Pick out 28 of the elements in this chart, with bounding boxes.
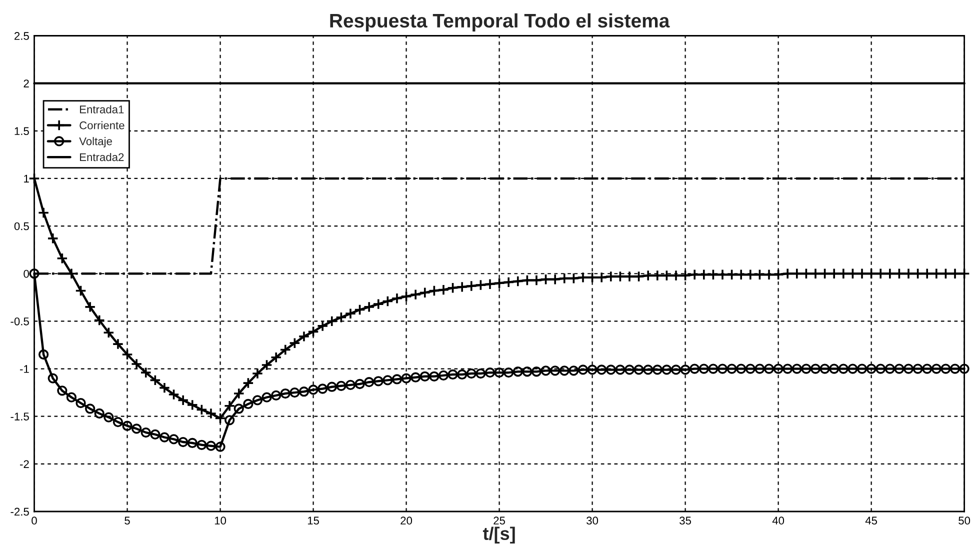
legend-label: Voltaje <box>79 137 112 148</box>
x-axis-title: t/[s] <box>482 526 515 544</box>
x-tick-label: 50 <box>958 516 970 525</box>
y-tick-label: -2 <box>20 460 29 468</box>
x-tick-label: 25 <box>494 516 506 525</box>
y-tick-label: 2.5 <box>14 32 29 40</box>
y-tick-label: 0 <box>24 270 29 278</box>
x-tick-label: 30 <box>586 516 598 525</box>
legend-label: Corriente <box>80 121 124 130</box>
x-tick-label: 35 <box>680 516 692 525</box>
chart-title: Respuesta Temporal Todo el sistema <box>330 13 670 32</box>
y-tick-label: 2 <box>24 80 29 88</box>
x-tick-label: 15 <box>308 516 319 525</box>
x-tick-label: 0 <box>32 516 37 525</box>
y-tick-label: -2.5 <box>10 508 29 516</box>
x-tick-label: 45 <box>865 516 878 525</box>
y-tick-label: -1 <box>20 365 29 373</box>
x-tick-label: 5 <box>124 516 130 525</box>
y-tick-label: -0.5 <box>10 317 29 326</box>
legend-label: Entrada1 <box>80 105 124 114</box>
legend-label: Entrada2 <box>80 152 124 162</box>
y-tick-label: -1.5 <box>10 412 29 420</box>
y-tick-label: 1 <box>24 174 29 182</box>
y-tick-label: 0.5 <box>14 222 29 230</box>
x-tick-label: 20 <box>400 516 412 525</box>
y-tick-label: 1.5 <box>14 127 29 136</box>
x-tick-label: 40 <box>772 516 784 525</box>
x-tick-label: 10 <box>214 516 226 525</box>
